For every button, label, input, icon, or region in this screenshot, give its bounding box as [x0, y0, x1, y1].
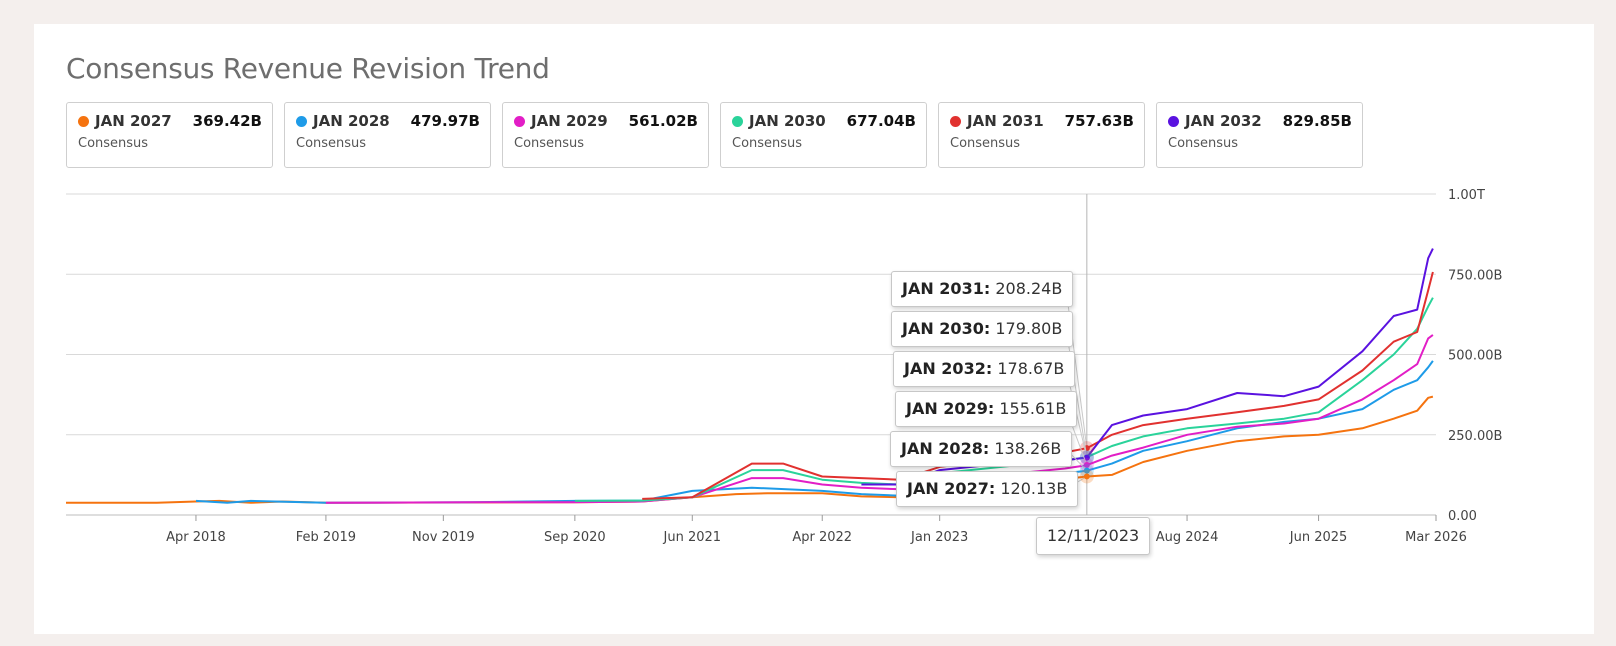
legend-series-subtitle: Consensus [1168, 136, 1239, 151]
legend-series-value: 369.42B [192, 112, 262, 130]
legend-series-name: JAN 2029 [531, 112, 608, 130]
crosshair-date-label: 12/11/2023 [1036, 517, 1151, 555]
legend-item-jan-2028[interactable]: JAN 2028 479.97B Consensus [284, 102, 491, 168]
y-tick-label: 0.00 [1448, 509, 1477, 524]
legend-series-subtitle: Consensus [950, 136, 1021, 151]
hover-marker [1083, 467, 1090, 474]
tooltip-value: 208.24B [995, 279, 1063, 298]
x-tick-label: Apr 2022 [792, 530, 852, 545]
legend-item-jan-2031[interactable]: JAN 2031 757.63B Consensus [938, 102, 1145, 168]
legend-series-value: 479.97B [410, 112, 480, 130]
tooltip-value: 178.67B [997, 359, 1065, 378]
x-tick-label: Apr 2018 [166, 530, 226, 545]
y-tick-label: 1.00T [1448, 188, 1485, 203]
tooltip-jan-2032: JAN 2032: 178.67B [893, 351, 1076, 387]
tooltip-jan-2028: JAN 2028: 138.26B [890, 431, 1073, 467]
series-line-jan-2029 [325, 334, 1434, 504]
series-color-dot [78, 115, 89, 127]
legend-item-jan-2029[interactable]: JAN 2029 561.02B Consensus [502, 102, 709, 168]
legend-series-name: JAN 2027 [95, 112, 172, 130]
tooltip-series-name: JAN 2031 [902, 279, 984, 298]
legend-series-value: 561.02B [628, 112, 698, 130]
x-tick-label: Mar 2026 [1405, 530, 1467, 545]
x-tick-label: Nov 2019 [412, 530, 475, 545]
legend-series-name: JAN 2030 [749, 112, 826, 130]
legend: JAN 2027 369.42B Consensus JAN 2028 479.97… [66, 102, 1363, 168]
legend-series-subtitle: Consensus [78, 136, 149, 151]
tooltip-series-name: JAN 2027 [907, 479, 989, 498]
legend-item-jan-2032[interactable]: JAN 2032 829.85B Consensus [1156, 102, 1363, 168]
tooltip-jan-2030: JAN 2030: 179.80B [891, 311, 1074, 347]
y-tick-label: 250.00B [1448, 429, 1502, 444]
tooltip-series-name: JAN 2028 [901, 439, 983, 458]
legend-series-name: JAN 2032 [1185, 112, 1262, 130]
legend-series-name: JAN 2031 [967, 112, 1044, 130]
x-tick-label: Jan 2023 [910, 530, 968, 545]
y-tick-label: 500.00B [1448, 349, 1502, 364]
hover-marker [1083, 454, 1090, 461]
y-tick-label: 750.00B [1448, 268, 1502, 283]
series-color-dot [732, 115, 743, 127]
legend-series-value: 677.04B [846, 112, 916, 130]
tooltip-value: 155.61B [999, 399, 1067, 418]
tooltip-series-name: JAN 2029 [906, 399, 988, 418]
legend-series-value: 757.63B [1064, 112, 1134, 130]
x-tick-label: Jun 2021 [663, 530, 722, 545]
tooltip-jan-2027: JAN 2027: 120.13B [896, 471, 1079, 507]
legend-item-jan-2027[interactable]: JAN 2027 369.42B Consensus [66, 102, 273, 168]
hover-marker [1083, 473, 1090, 480]
tooltip-series-name: JAN 2032 [904, 359, 986, 378]
x-tick-label: Sep 2020 [544, 530, 606, 545]
tooltip-jan-2029: JAN 2029: 155.61B [895, 391, 1078, 427]
series-color-dot [950, 115, 961, 127]
x-tick-label: Aug 2024 [1156, 530, 1219, 545]
chart-title: Consensus Revenue Revision Trend [66, 52, 550, 85]
series-color-dot [296, 115, 307, 127]
series-line-jan-2028 [195, 360, 1434, 504]
x-tick-label: Feb 2019 [296, 530, 356, 545]
tooltip-value: 179.80B [995, 319, 1063, 338]
legend-series-value: 829.85B [1282, 112, 1352, 130]
legend-series-subtitle: Consensus [732, 136, 803, 151]
legend-series-name: JAN 2028 [313, 112, 390, 130]
legend-item-jan-2030[interactable]: JAN 2030 677.04B Consensus [720, 102, 927, 168]
tooltip-series-name: JAN 2030 [902, 319, 984, 338]
x-tick-label: Jun 2025 [1289, 530, 1348, 545]
hover-marker [1083, 462, 1090, 469]
legend-series-subtitle: Consensus [296, 136, 367, 151]
series-color-dot [514, 115, 525, 127]
tooltip-value: 138.26B [994, 439, 1062, 458]
series-color-dot [1168, 115, 1179, 127]
tooltip-jan-2031: JAN 2031: 208.24B [891, 271, 1074, 307]
legend-series-subtitle: Consensus [514, 136, 585, 151]
tooltip-value: 120.13B [1000, 479, 1068, 498]
